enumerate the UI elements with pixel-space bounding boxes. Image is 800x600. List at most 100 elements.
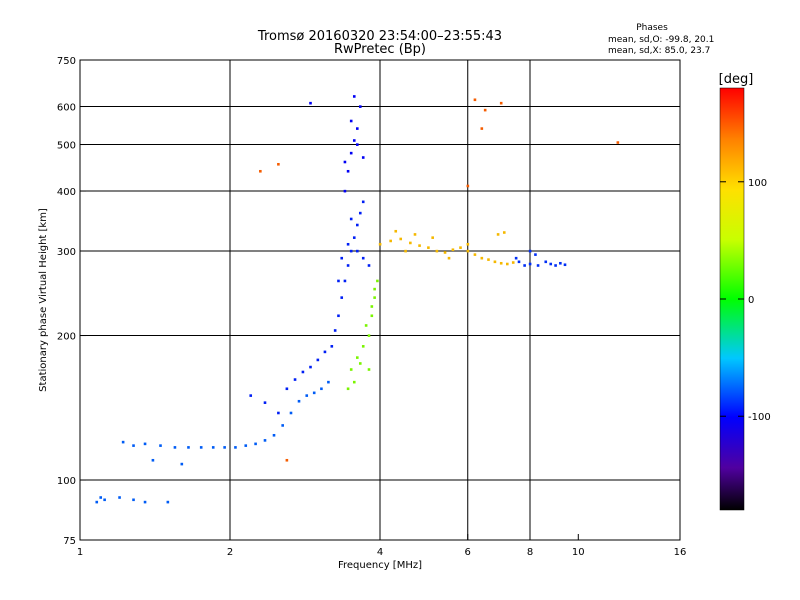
data-point — [103, 498, 106, 502]
data-point — [394, 229, 398, 233]
data-point — [559, 261, 562, 265]
data-point — [358, 362, 362, 365]
y-tick-label: 400 — [57, 187, 76, 198]
data-point — [355, 143, 359, 146]
data-point — [517, 260, 521, 264]
data-point — [244, 444, 248, 447]
data-point — [285, 387, 289, 391]
data-point — [378, 242, 382, 246]
data-point — [173, 446, 177, 449]
data-point — [483, 108, 487, 112]
data-point — [234, 446, 237, 449]
data-point — [352, 380, 356, 384]
stats-line-o: mean, sd,O: -99.8, 20.1 — [608, 35, 714, 45]
data-point — [466, 242, 470, 246]
data-point — [523, 264, 526, 267]
data-point — [121, 440, 125, 444]
data-point — [554, 264, 557, 267]
data-point — [285, 458, 289, 462]
data-point — [373, 296, 376, 299]
data-point — [323, 350, 327, 354]
data-point — [499, 261, 503, 265]
data-point — [166, 500, 170, 504]
data-point — [358, 211, 362, 215]
data-point — [370, 305, 374, 308]
data-point — [277, 411, 280, 415]
data-point — [364, 324, 368, 327]
data-point — [346, 264, 350, 267]
data-point — [249, 394, 253, 397]
data-point — [272, 433, 276, 437]
data-point — [151, 458, 155, 462]
data-point — [187, 446, 190, 449]
data-point — [346, 387, 350, 391]
data-point — [263, 439, 267, 442]
data-point — [355, 249, 359, 253]
data-point — [466, 184, 470, 188]
data-point — [320, 387, 323, 391]
data-point — [99, 496, 103, 499]
x-tick-label: 6 — [465, 547, 471, 558]
y-tick-label: 600 — [57, 103, 76, 114]
data-point — [361, 256, 365, 260]
data-point — [443, 251, 447, 254]
y-tick-label: 500 — [57, 141, 76, 152]
data-point — [413, 233, 417, 236]
data-point — [418, 244, 421, 247]
data-point — [361, 200, 365, 204]
stats-line-x: mean, sd,X: 85.0, 23.7 — [608, 46, 710, 56]
data-point — [487, 258, 490, 261]
data-point — [263, 401, 267, 404]
data-point — [355, 127, 359, 130]
data-point — [346, 169, 350, 173]
data-point — [143, 442, 147, 446]
data-point — [340, 256, 344, 260]
y-tick-label: 300 — [57, 247, 76, 258]
y-tick-label: 100 — [57, 476, 76, 487]
data-point — [514, 256, 518, 260]
colorbar-tick-label: 100 — [748, 178, 767, 189]
data-point — [499, 101, 503, 105]
data-point — [496, 233, 500, 236]
x-tick-label: 2 — [227, 547, 233, 558]
x-tick-label: 1 — [77, 547, 83, 558]
data-point — [431, 236, 434, 239]
data-point — [376, 279, 379, 283]
data-point — [349, 151, 353, 155]
data-point — [254, 442, 257, 446]
data-point — [480, 127, 484, 130]
data-point — [528, 249, 532, 253]
y-axis-label: Stationary phase Virtual Height [km] — [38, 208, 49, 392]
data-point — [297, 399, 301, 403]
chart-title-line2: RwPretec (Bp) — [334, 42, 426, 57]
data-point — [259, 169, 262, 173]
data-point — [132, 498, 135, 502]
data-point — [281, 424, 284, 427]
x-tick-label: 10 — [572, 547, 585, 558]
y-tick-label: 200 — [57, 332, 76, 343]
data-point — [349, 249, 353, 253]
stats-heading: Phases — [636, 23, 668, 33]
data-point — [309, 365, 312, 369]
data-point — [427, 246, 430, 249]
data-point — [367, 264, 371, 267]
x-tick-label: 4 — [377, 547, 383, 558]
data-point — [352, 139, 356, 142]
data-point — [447, 256, 451, 260]
data-point — [159, 444, 162, 447]
data-point — [544, 260, 548, 264]
data-point — [199, 446, 203, 449]
data-point — [289, 411, 293, 415]
data-point — [316, 358, 320, 362]
data-point — [343, 189, 347, 193]
data-point — [502, 231, 506, 234]
data-point — [349, 217, 353, 221]
data-point — [343, 279, 347, 283]
data-point — [409, 241, 412, 245]
data-point — [352, 236, 356, 239]
data-point — [305, 394, 309, 397]
data-point — [435, 249, 439, 253]
data-point — [361, 345, 365, 348]
y-tick-label: 750 — [57, 56, 76, 67]
data-point — [493, 260, 497, 264]
